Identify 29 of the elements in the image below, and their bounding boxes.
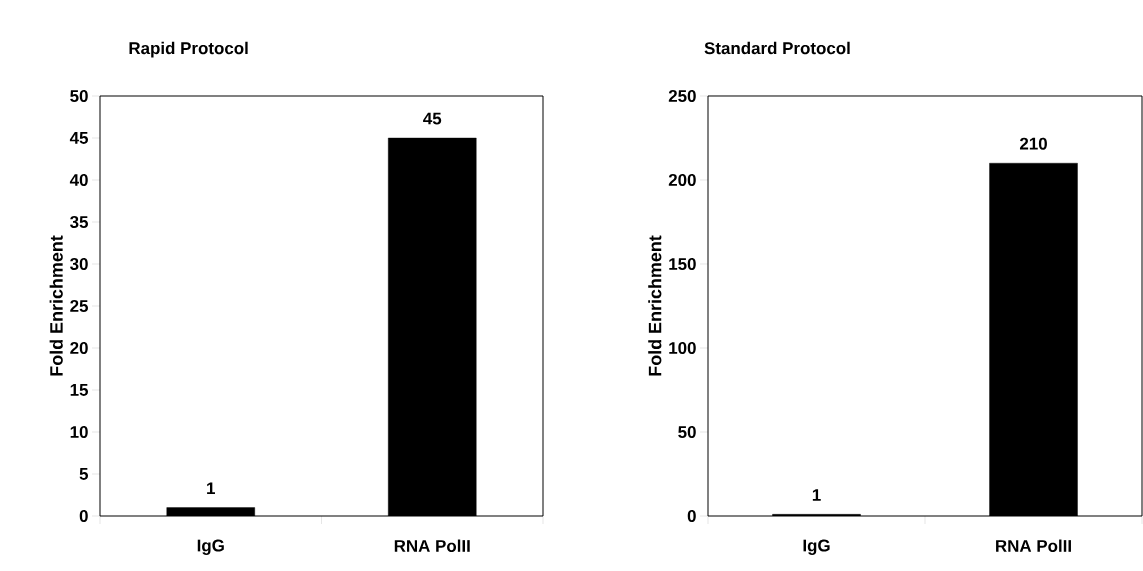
y-tick-label: 10 bbox=[70, 426, 88, 438]
y-tick-label: 250 bbox=[668, 90, 696, 102]
y-tick-label: 25 bbox=[70, 300, 89, 312]
y-tick-label: 35 bbox=[70, 215, 89, 229]
y-tick-label: 40 bbox=[69, 174, 88, 186]
x-tick-label: IgG bbox=[803, 539, 830, 555]
y-tick-label: 150 bbox=[669, 258, 696, 270]
y-axis-title: Fold Enrichment bbox=[648, 235, 662, 376]
y-tick-label: 45 bbox=[69, 132, 89, 144]
x-tick-label: RNA PolII bbox=[394, 539, 470, 552]
y-tick-label: 30 bbox=[70, 257, 88, 271]
y-tick-label: 50 bbox=[70, 90, 88, 102]
y-axis-title: Fold Enrichment bbox=[49, 235, 63, 376]
y-tick-label: 5 bbox=[79, 468, 89, 480]
y-tick-label: 0 bbox=[79, 510, 88, 522]
x-tick-label: RNA PolII bbox=[996, 539, 1071, 552]
y-tick-label: 20 bbox=[70, 342, 88, 354]
y-tick-label: 100 bbox=[669, 342, 696, 354]
y-tick-label: 15 bbox=[70, 384, 89, 396]
data-label: 45 bbox=[423, 112, 442, 125]
data-label: 1 bbox=[207, 482, 215, 495]
y-tick-label: 0 bbox=[687, 510, 696, 522]
data-label: 1 bbox=[812, 489, 821, 501]
chart-title: Rapid Protocol bbox=[129, 41, 248, 58]
chart-title: Standard Protocol bbox=[704, 41, 850, 55]
x-tick-label: IgG bbox=[197, 539, 224, 555]
y-tick-label: 200 bbox=[668, 174, 696, 186]
y-tick-label: 50 bbox=[678, 426, 696, 438]
data-label: 210 bbox=[1019, 137, 1047, 150]
